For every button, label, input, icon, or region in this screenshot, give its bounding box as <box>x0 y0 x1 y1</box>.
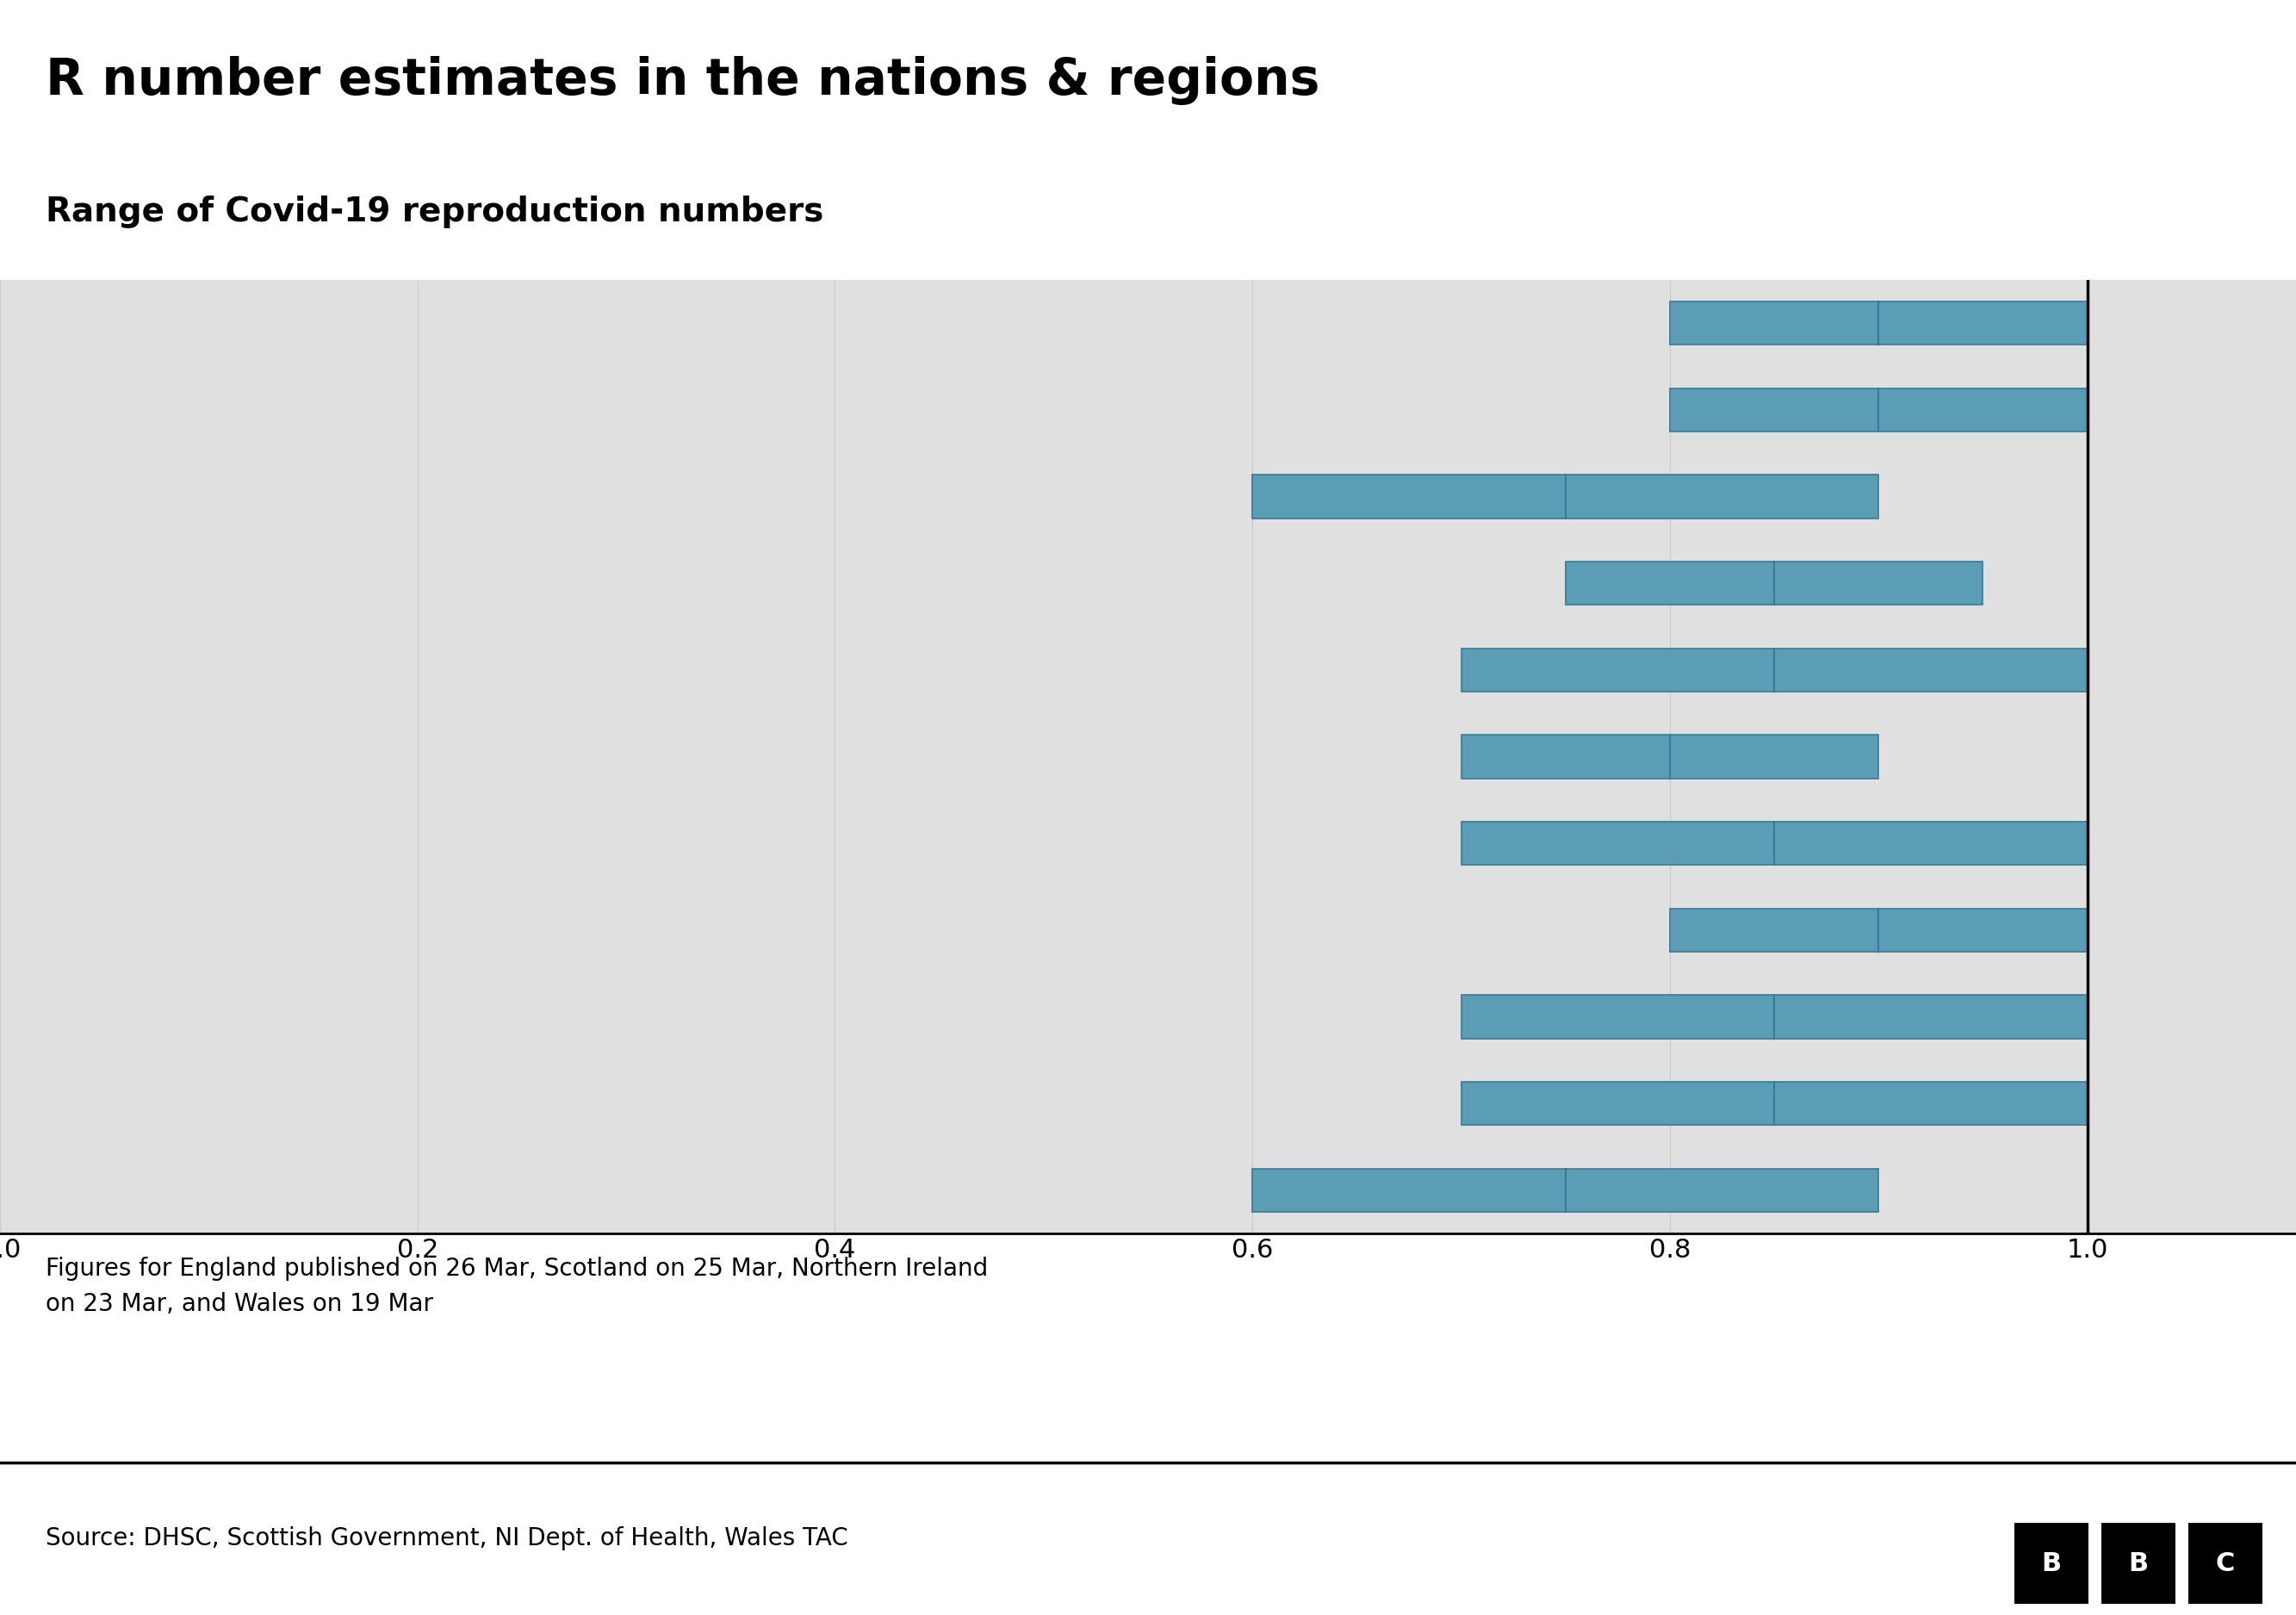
Bar <box>1566 562 1984 606</box>
Bar <box>1460 648 2087 691</box>
Bar <box>1669 908 2087 951</box>
Bar <box>0 974 2296 1059</box>
Bar <box>0 714 2296 799</box>
Text: B: B <box>2128 1550 2149 1576</box>
Text: R number estimates in the nations & regions: R number estimates in the nations & regi… <box>46 57 1320 105</box>
Text: B: B <box>2041 1550 2062 1576</box>
Bar <box>0 279 2296 367</box>
FancyBboxPatch shape <box>2014 1523 2089 1604</box>
Bar <box>1460 1082 2087 1126</box>
Text: C: C <box>2216 1550 2234 1576</box>
Bar <box>0 454 2296 539</box>
Text: Range of Covid-19 reproduction numbers: Range of Covid-19 reproduction numbers <box>46 195 824 229</box>
Bar <box>1460 995 2087 1038</box>
Bar <box>0 887 2296 974</box>
Bar <box>1460 822 2087 866</box>
Bar <box>1251 1169 1878 1211</box>
Bar <box>0 799 2296 887</box>
Bar <box>1251 475 1878 518</box>
Bar <box>0 1059 2296 1147</box>
FancyBboxPatch shape <box>2101 1523 2174 1604</box>
Bar <box>1669 388 2087 431</box>
Text: Figures for England published on 26 Mar, Scotland on 25 Mar, Northern Ireland
on: Figures for England published on 26 Mar,… <box>46 1256 987 1316</box>
Text: Source: DHSC, Scottish Government, NI Dept. of Health, Wales TAC: Source: DHSC, Scottish Government, NI De… <box>46 1526 847 1550</box>
FancyBboxPatch shape <box>2188 1523 2262 1604</box>
Bar <box>0 1147 2296 1234</box>
Bar <box>1669 302 2087 344</box>
Bar <box>0 627 2296 714</box>
Bar <box>0 367 2296 454</box>
Bar <box>1460 735 1878 778</box>
Bar <box>0 539 2296 627</box>
